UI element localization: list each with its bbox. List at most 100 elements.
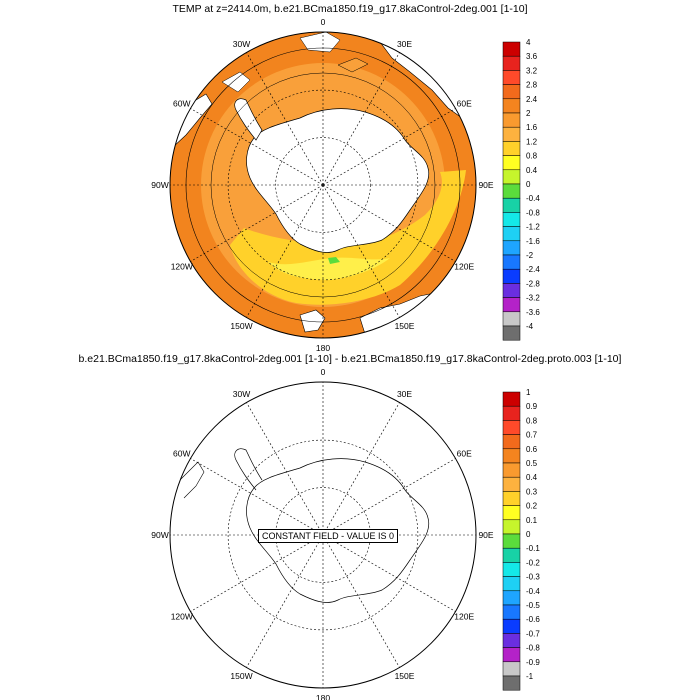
meridian-line [246,534,324,668]
colorbar-swatch [502,41,521,57]
longitude-label: 180 [316,693,330,700]
nz-land [299,309,326,333]
map-boundary-panel2 [169,381,477,689]
colorbar-swatch [502,391,521,407]
graticule-panel1 [170,32,476,338]
meridian-line [322,534,456,612]
longitude-labels-panel2: 0 30E 60E 90E 120E 150E 180 150W 120W 90W 60W 30W [151,367,494,700]
island-left [221,71,251,93]
colorbar-label: -0.1 [526,544,540,553]
colorbar-label: 0.6 [526,445,538,454]
colorbar-swatch [502,98,521,114]
colorbar-panel2: 1 0.9 0.8 0.7 0.6 0.5 0.4 0.3 0.2 0.1 0 -0.1 -0.2 -0.… [502,388,540,691]
colorbar-swatch [502,84,521,100]
colorbar-label: 2 [526,109,531,118]
longitude-label: 60E [457,449,472,459]
colorbar-swatch [502,197,521,213]
colorbar-label: -3.2 [526,294,540,303]
cool-band-pacific [268,257,390,280]
colorbar-label: -0.8 [526,208,540,217]
colorbar-label: 1 [526,388,531,397]
colorbar-label: 0 [526,180,531,189]
longitude-label: 90W [151,180,168,190]
meridian-line [246,184,324,318]
meridian-line [190,534,324,612]
colorbar-label: 0 [526,530,531,539]
colorbar-swatch [502,226,521,242]
meridian-line [190,184,324,262]
colorbar-swatch [502,169,521,185]
colorbar-label: 0.4 [526,166,538,175]
longitude-label: 90E [478,530,493,540]
colorbar-label: 0.1 [526,516,538,525]
longitude-label: 60W [173,449,190,459]
colorbar-label: 0.4 [526,473,538,482]
colorbar-swatch [502,618,521,634]
colorbar-swatch [502,576,521,592]
colorbar-swatch [502,155,521,171]
colorbar-label: 1.6 [526,123,538,132]
colorbar-swatch [502,675,521,691]
meridian-line [322,108,456,186]
colorbar-label: -0.5 [526,601,540,610]
map-boundary-panel1 [169,31,477,339]
colorbar-label: 0.7 [526,431,538,440]
longitude-label: 30W [233,389,250,399]
colorbar-label: 2.8 [526,81,538,90]
colorbar-label: -2 [526,251,534,260]
colorbar-swatch [502,448,521,464]
colorbar-swatch [502,533,521,549]
longitude-label: 30E [397,39,412,49]
colorbar-swatch [502,590,521,606]
south-america-coastline [177,461,205,499]
meridian-line [322,52,400,186]
colorbar-swatch [502,212,521,227]
meridian-line [322,184,456,262]
longitude-label: 150E [395,321,415,331]
colorbar-swatch [502,562,521,577]
colorbar-swatch [502,283,521,298]
meridian-line [190,108,324,186]
green-patch [328,257,340,264]
colorbar-swatch [502,55,521,71]
colorbar-swatch [502,420,521,435]
constant-field-note: CONSTANT FIELD - VALUE IS 0 [258,529,399,543]
colorbar-swatch [502,491,521,506]
meridian-line [246,52,324,186]
colorbar-label: -3.6 [526,308,540,317]
longitude-label: 60W [173,99,190,109]
colorbar-label: -4 [526,322,534,331]
colorbar-swatch [502,141,521,156]
longitude-label: 150E [395,671,415,681]
longitude-label: 0 [321,367,326,377]
colorbar-label: -1 [526,672,534,681]
colorbar-label: 0.5 [526,459,538,468]
meridian-line [322,458,456,536]
colorbar-swatch [502,604,521,620]
colorbar-label: 3.2 [526,66,538,75]
colorbar-swatch [502,405,521,421]
colorbar-label: -1.2 [526,223,540,232]
colorbar-label: 0.9 [526,402,538,411]
colorbar-swatch [502,268,521,284]
colorbar-label: -2.4 [526,265,540,274]
colorbar-swatch [502,462,521,478]
colorbar-swatch [502,519,521,535]
longitude-label: 120E [454,262,474,272]
colorbar-label: -0.2 [526,558,540,567]
panel2-title: b.e21.BCma1850.f19_g17.8kaControl-2deg.0… [78,353,622,365]
colorbar-label: -0.9 [526,658,540,667]
longitude-label: 60E [457,99,472,109]
colorbar-swatch [502,505,521,521]
colorbar-swatch [502,311,521,327]
colorbar-swatch [502,547,521,563]
colorbar-label: -2.8 [526,279,540,288]
colorbar-label: -0.4 [526,587,540,596]
colorbar-label: 0.2 [526,502,538,511]
longitude-label: 120W [171,612,193,622]
colorbar-swatch [502,434,521,450]
colorbar-label: 1.2 [526,137,538,146]
longitude-label: 90E [478,180,493,190]
colorbar-swatch [502,297,521,313]
